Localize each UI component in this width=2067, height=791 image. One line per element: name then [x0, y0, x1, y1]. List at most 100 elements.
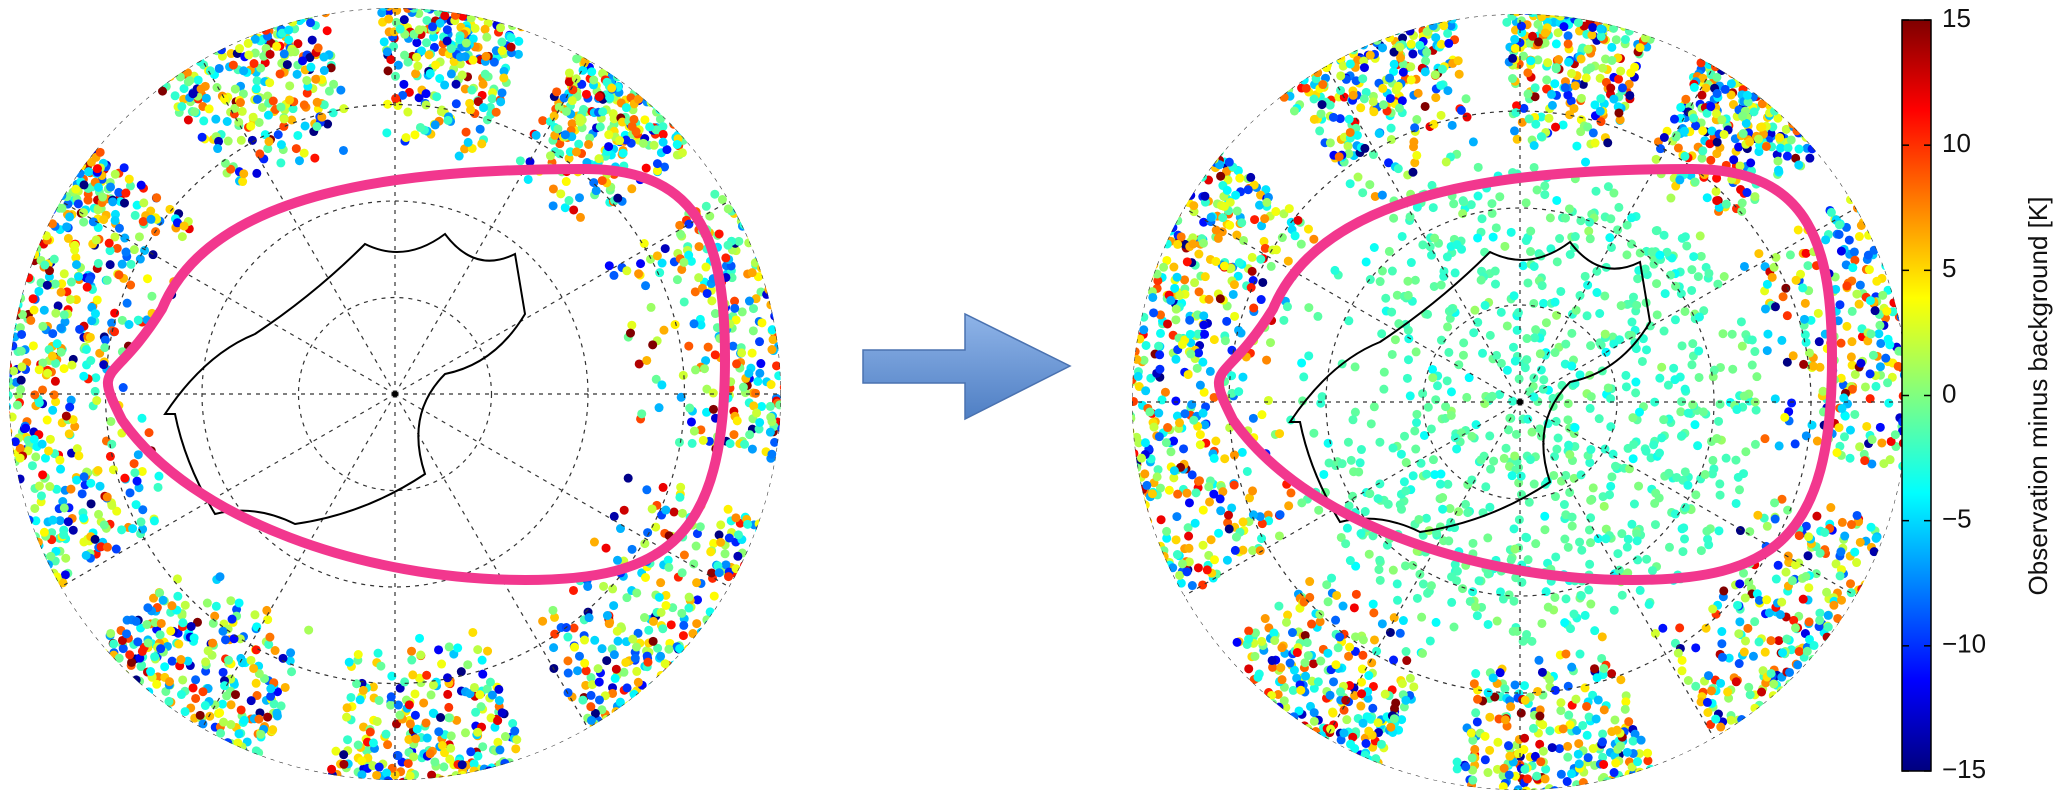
observation-dot	[1401, 695, 1411, 705]
observation-dot	[470, 23, 480, 33]
observation-dot	[30, 390, 40, 400]
observation-dot	[1149, 260, 1159, 270]
observation-dot	[1120, 383, 1129, 392]
observation-dot	[509, 14, 519, 24]
observation-dot	[598, 107, 608, 117]
observation-dot	[214, 136, 224, 146]
observation-dot	[627, 184, 637, 194]
observation-dot	[1739, 647, 1749, 657]
observation-dot	[1790, 560, 1800, 570]
observation-dot	[1377, 190, 1387, 200]
observation-dot	[1421, 56, 1431, 66]
observation-dot	[1447, 14, 1457, 24]
observation-dot	[1717, 652, 1727, 662]
observation-dot	[218, 626, 228, 636]
observation-dot	[1650, 498, 1660, 508]
observation-dot	[594, 677, 604, 687]
observation-dot	[1845, 453, 1855, 463]
observation-dot	[1881, 353, 1891, 363]
observation-dot	[1368, 703, 1378, 713]
observation-dot	[17, 329, 27, 339]
observation-dot	[1250, 651, 1260, 661]
observation-dot	[304, 625, 314, 635]
observation-dot	[480, 24, 490, 34]
observation-dot	[105, 260, 115, 270]
observation-dot	[1506, 702, 1516, 712]
observation-dot	[458, 8, 468, 14]
observation-dot	[751, 388, 761, 398]
observation-dot	[756, 359, 766, 369]
observation-dot	[1275, 429, 1285, 439]
observation-dot	[1850, 409, 1860, 419]
observation-dot	[95, 481, 105, 491]
observation-dot	[658, 122, 668, 132]
observation-dot	[1412, 115, 1422, 125]
observation-dot	[324, 86, 334, 96]
observation-dot	[451, 99, 461, 109]
observation-dot	[1569, 103, 1579, 113]
observation-dot	[419, 698, 429, 708]
observation-dot	[102, 542, 112, 552]
observation-dot	[483, 646, 493, 656]
observation-dot	[1783, 551, 1793, 561]
observation-dot	[158, 86, 168, 96]
observation-dot	[1137, 279, 1147, 289]
observation-dot	[1633, 555, 1643, 565]
observation-dot	[1225, 220, 1235, 230]
observation-dot	[1260, 214, 1270, 224]
observation-dot	[1458, 350, 1468, 360]
observation-dot	[1417, 612, 1427, 622]
observation-dot	[1691, 681, 1701, 691]
observation-dot	[129, 459, 139, 469]
observation-dot	[1554, 14, 1564, 17]
observation-dot	[714, 568, 724, 578]
observation-dot	[779, 382, 781, 392]
observation-dot	[1142, 480, 1152, 490]
observation-dot	[163, 705, 173, 715]
observation-dot	[81, 345, 91, 355]
observation-dot	[1338, 601, 1348, 611]
observation-dot	[1258, 277, 1268, 287]
observation-dot	[1615, 776, 1625, 786]
observation-dot	[51, 397, 61, 407]
observation-dot	[46, 203, 56, 213]
observation-dot	[1345, 642, 1355, 652]
observation-dot	[1800, 127, 1810, 137]
observation-dot	[105, 451, 115, 461]
observation-dot	[1135, 288, 1145, 298]
observation-dot	[311, 74, 321, 84]
observation-dot	[1588, 128, 1598, 138]
observation-dot	[659, 325, 669, 335]
observation-dot	[714, 530, 724, 540]
observation-dot	[92, 295, 102, 305]
observation-dot	[247, 755, 257, 765]
observation-dot	[1224, 157, 1234, 167]
observation-dot	[28, 341, 38, 351]
observation-dot	[1734, 67, 1744, 77]
observation-dot	[319, 66, 329, 76]
observation-dot	[1260, 614, 1270, 624]
observation-dot	[622, 593, 632, 603]
observation-dot	[1751, 81, 1761, 91]
observation-dot	[1222, 316, 1232, 326]
observation-dot	[1766, 636, 1776, 646]
observation-dot	[237, 658, 247, 668]
observation-dot	[1160, 387, 1170, 397]
observation-dot	[1782, 634, 1792, 644]
observation-dot	[1890, 430, 1900, 440]
observation-dot	[1762, 595, 1772, 605]
observation-dot	[264, 137, 274, 147]
observation-dot	[605, 92, 615, 102]
observation-dot	[604, 261, 614, 271]
observation-dot	[268, 96, 278, 106]
observation-dot	[1359, 40, 1369, 50]
observation-dot	[269, 16, 279, 26]
observation-dot	[1389, 213, 1399, 223]
observation-dot	[676, 229, 686, 239]
observation-dot	[1844, 235, 1854, 245]
observation-dot	[1510, 43, 1520, 53]
observation-dot	[339, 104, 349, 114]
observation-dot	[1184, 543, 1194, 553]
observation-dot	[384, 782, 393, 791]
observation-dot	[249, 663, 259, 673]
